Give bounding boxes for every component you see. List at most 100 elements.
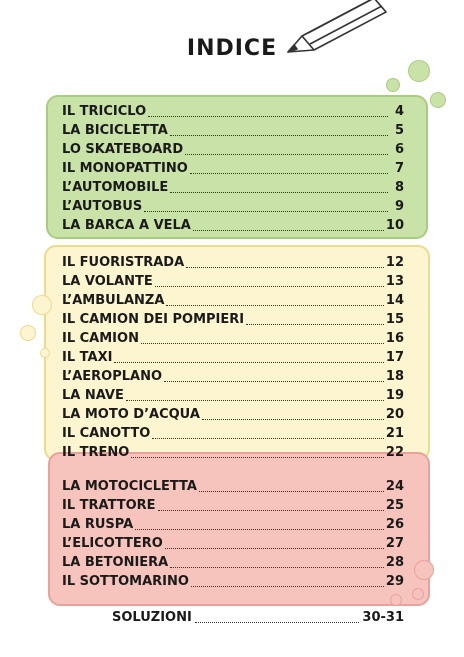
toc-entry[interactable]: IL SOTTOMARINO 29	[62, 571, 404, 589]
section-box-2	[44, 245, 430, 461]
dot-leader	[189, 172, 388, 174]
toc-entry-label: LA NAVE	[62, 388, 124, 403]
toc-entry[interactable]: LA MOTO D’ACQUA 20	[62, 404, 404, 422]
dot-leader	[152, 437, 384, 439]
decor-circle	[414, 560, 434, 580]
toc-entry-page: 21	[385, 426, 404, 441]
toc-entry-page: 5	[394, 123, 404, 138]
toc-entry-label: L’AUTOBUS	[62, 199, 143, 214]
toc-entry[interactable]: IL MONOPATTINO 7	[62, 158, 404, 176]
toc-entry-page: 6	[394, 142, 404, 157]
toc-entry[interactable]: IL TRATTORE 25	[62, 495, 404, 513]
toc-entry[interactable]: LA BICICLETTA 5	[62, 120, 404, 138]
toc-entry[interactable]: IL FUORISTRADA 12	[62, 252, 404, 270]
dot-leader	[246, 323, 384, 325]
dot-leader	[169, 134, 388, 136]
toc-entry-label: L’AUTOMOBILE	[62, 180, 169, 195]
dot-leader	[114, 361, 384, 363]
toc-entry[interactable]: L’AUTOMOBILE 8	[62, 177, 404, 195]
section-box-1	[46, 95, 428, 239]
dot-leader	[131, 456, 384, 458]
toc-entry-label: LO SKATEBOARD	[62, 142, 184, 157]
toc-entry[interactable]: L’AMBULANZA 14	[62, 290, 404, 308]
toc-entry[interactable]: IL TRENO 22	[62, 442, 404, 460]
toc-entry[interactable]: LO SKATEBOARD 6	[62, 139, 404, 157]
dot-leader	[164, 547, 384, 549]
decor-circle	[390, 594, 402, 606]
dot-leader	[164, 380, 384, 382]
dot-leader	[201, 418, 384, 420]
toc-entry-page: 12	[385, 255, 404, 270]
toc-entry-page: 22	[385, 445, 404, 460]
dot-leader	[192, 229, 384, 231]
toc-entry-page: 10	[385, 218, 404, 233]
toc-entry[interactable]: IL TRICICLO 4	[62, 101, 404, 119]
dot-leader	[135, 528, 384, 530]
toc-entry-page: 18	[385, 369, 404, 384]
decor-circle	[20, 325, 36, 341]
toc-entry-page: 7	[394, 161, 404, 176]
toc-entry-page: 24	[385, 479, 404, 494]
toc-entry[interactable]: LA VOLANTE 13	[62, 271, 404, 289]
toc-entry-label: IL TRENO	[62, 445, 130, 460]
dot-leader	[125, 399, 384, 401]
toc-entry-label: LA BETONIERA	[62, 555, 169, 570]
toc-entry-page: 14	[385, 293, 404, 308]
toc-entry-label: IL MONOPATTINO	[62, 161, 188, 176]
toc-entry-page: 19	[385, 388, 404, 403]
dot-leader	[140, 342, 384, 344]
toc-entry[interactable]: IL CANOTTO 21	[62, 423, 404, 441]
dot-leader	[190, 585, 384, 587]
toc-entry-label: L’ELICOTTERO	[62, 536, 163, 551]
toc-entry-page: 28	[385, 555, 404, 570]
toc-entry-label: IL CAMION	[62, 331, 139, 346]
dot-leader	[194, 622, 360, 623]
toc-entry[interactable]: IL TAXI 17	[62, 347, 404, 365]
toc-entry-page: 16	[385, 331, 404, 346]
toc-entry-label: IL CANOTTO	[62, 426, 151, 441]
toc-entry-label: LA VOLANTE	[62, 274, 153, 289]
toc-entry[interactable]: LA RUSPA 26	[62, 514, 404, 532]
toc-entry-page: 15	[385, 312, 404, 327]
decor-circle	[386, 78, 400, 92]
pencil-icon	[287, 0, 387, 53]
decor-circle	[32, 295, 52, 315]
toc-entry[interactable]: LA BETONIERA 28	[62, 552, 404, 570]
toc-entry-page: 4	[394, 104, 404, 119]
toc-entry-label: IL SOTTOMARINO	[62, 574, 189, 589]
dot-leader	[166, 304, 384, 306]
dot-leader	[144, 210, 388, 212]
page-title: INDICE	[186, 36, 278, 61]
dot-leader	[154, 285, 384, 287]
decor-circle	[430, 92, 446, 108]
toc-entry-label: LA BARCA A VELA	[62, 218, 191, 233]
toc-entry-page: 13	[385, 274, 404, 289]
dot-leader	[198, 490, 384, 492]
toc-entry-label: L’AEROPLANO	[62, 369, 163, 384]
toc-entry-page: 20	[385, 407, 404, 422]
toc-entry[interactable]: IL CAMION DEI POMPIERI 15	[62, 309, 404, 327]
toc-entry[interactable]: IL CAMION 16	[62, 328, 404, 346]
toc-entry-page: 17	[385, 350, 404, 365]
toc-entry-page: 8	[394, 180, 404, 195]
solutions-label: SOLUZIONI	[112, 610, 192, 625]
toc-entry-label: LA BICICLETTA	[62, 123, 168, 138]
toc-entry-page: 27	[385, 536, 404, 551]
decor-circle	[40, 348, 50, 358]
toc-entry[interactable]: LA NAVE 19	[62, 385, 404, 403]
toc-entry-page: 26	[385, 517, 404, 532]
toc-entry[interactable]: LA BARCA A VELA 10	[62, 215, 404, 233]
toc-entry-label: LA MOTO D’ACQUA	[62, 407, 200, 422]
toc-entry[interactable]: L’AUTOBUS 9	[62, 196, 404, 214]
solutions-entry[interactable]: SOLUZIONI 30-31	[112, 607, 404, 625]
toc-entry[interactable]: LA MOTOCICLETTA 24	[62, 476, 404, 494]
toc-entry-page: 9	[394, 199, 404, 214]
toc-entry[interactable]: L’AEROPLANO 18	[62, 366, 404, 384]
solutions-page: 30-31	[362, 610, 404, 625]
toc-entry-page: 25	[385, 498, 404, 513]
dot-leader	[185, 153, 388, 155]
toc-entry[interactable]: L’ELICOTTERO 27	[62, 533, 404, 551]
decor-circle	[408, 60, 430, 82]
dot-leader	[170, 566, 384, 568]
toc-entry-label: IL TRICICLO	[62, 104, 147, 119]
